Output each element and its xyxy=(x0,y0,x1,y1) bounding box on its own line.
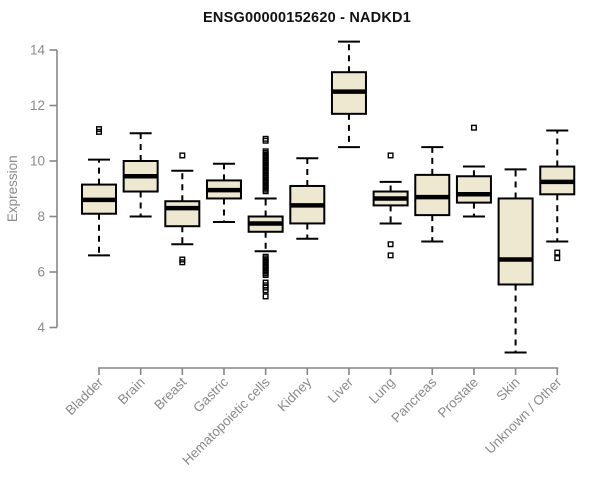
box-bladder xyxy=(81,126,117,257)
outlier-marker xyxy=(262,188,269,195)
y-tick-label: 4 xyxy=(37,320,45,335)
box-pancreas xyxy=(414,146,451,243)
box-hematopoietic-cells xyxy=(247,135,284,300)
y-tick-label: 8 xyxy=(37,209,45,224)
box-breast xyxy=(164,152,201,266)
x-tick-label: Unknown / Other xyxy=(482,374,565,457)
y-tick-label: 14 xyxy=(30,43,46,58)
outlier-marker xyxy=(179,259,186,266)
box-prostate xyxy=(455,124,492,218)
x-tick-label: Kidney xyxy=(275,374,315,414)
iqr-box xyxy=(455,175,492,204)
outlier-marker xyxy=(387,252,394,259)
y-tick-label: 12 xyxy=(30,98,45,113)
y-tick-label: 6 xyxy=(37,265,45,280)
box-unknown-other xyxy=(539,129,576,262)
box-lung xyxy=(372,152,409,259)
x-tick-label: Liver xyxy=(325,374,357,406)
box-liver xyxy=(330,40,367,149)
outlier-marker xyxy=(554,255,561,262)
box-gastric xyxy=(205,162,242,224)
x-tick-label: Gastric xyxy=(190,374,231,415)
box-skin xyxy=(497,168,534,354)
x-tick-label: Skin xyxy=(494,375,523,404)
y-axis-title: Expression xyxy=(5,155,20,222)
chart-title: ENSG00000152620 - NADKD1 xyxy=(203,10,411,26)
outlier-marker xyxy=(262,287,269,294)
outlier-marker xyxy=(554,249,561,256)
x-tick-label: Bladder xyxy=(63,374,107,418)
y-axis: 4 6 8 10 12 14 Expression xyxy=(5,43,58,335)
iqr-box xyxy=(497,197,534,286)
x-tick-label: Breast xyxy=(151,374,189,412)
outlier-marker xyxy=(95,126,102,133)
outlier-marker xyxy=(262,272,269,279)
iqr-box xyxy=(164,200,201,228)
x-tick-label: Lung xyxy=(366,375,398,407)
outlier-marker xyxy=(262,137,269,144)
outlier-marker xyxy=(470,124,477,131)
x-tick-label: Brain xyxy=(115,375,148,408)
box-brain xyxy=(122,132,159,218)
outlier-marker xyxy=(262,293,269,300)
x-tick-label: Prostate xyxy=(435,375,481,421)
x-tick-label: Pancreas xyxy=(388,374,439,425)
box-kidney xyxy=(289,157,326,240)
outlier-marker xyxy=(387,152,394,159)
outlier-marker xyxy=(387,241,394,248)
outlier-marker xyxy=(179,152,186,159)
y-tick-label: 10 xyxy=(30,154,45,169)
